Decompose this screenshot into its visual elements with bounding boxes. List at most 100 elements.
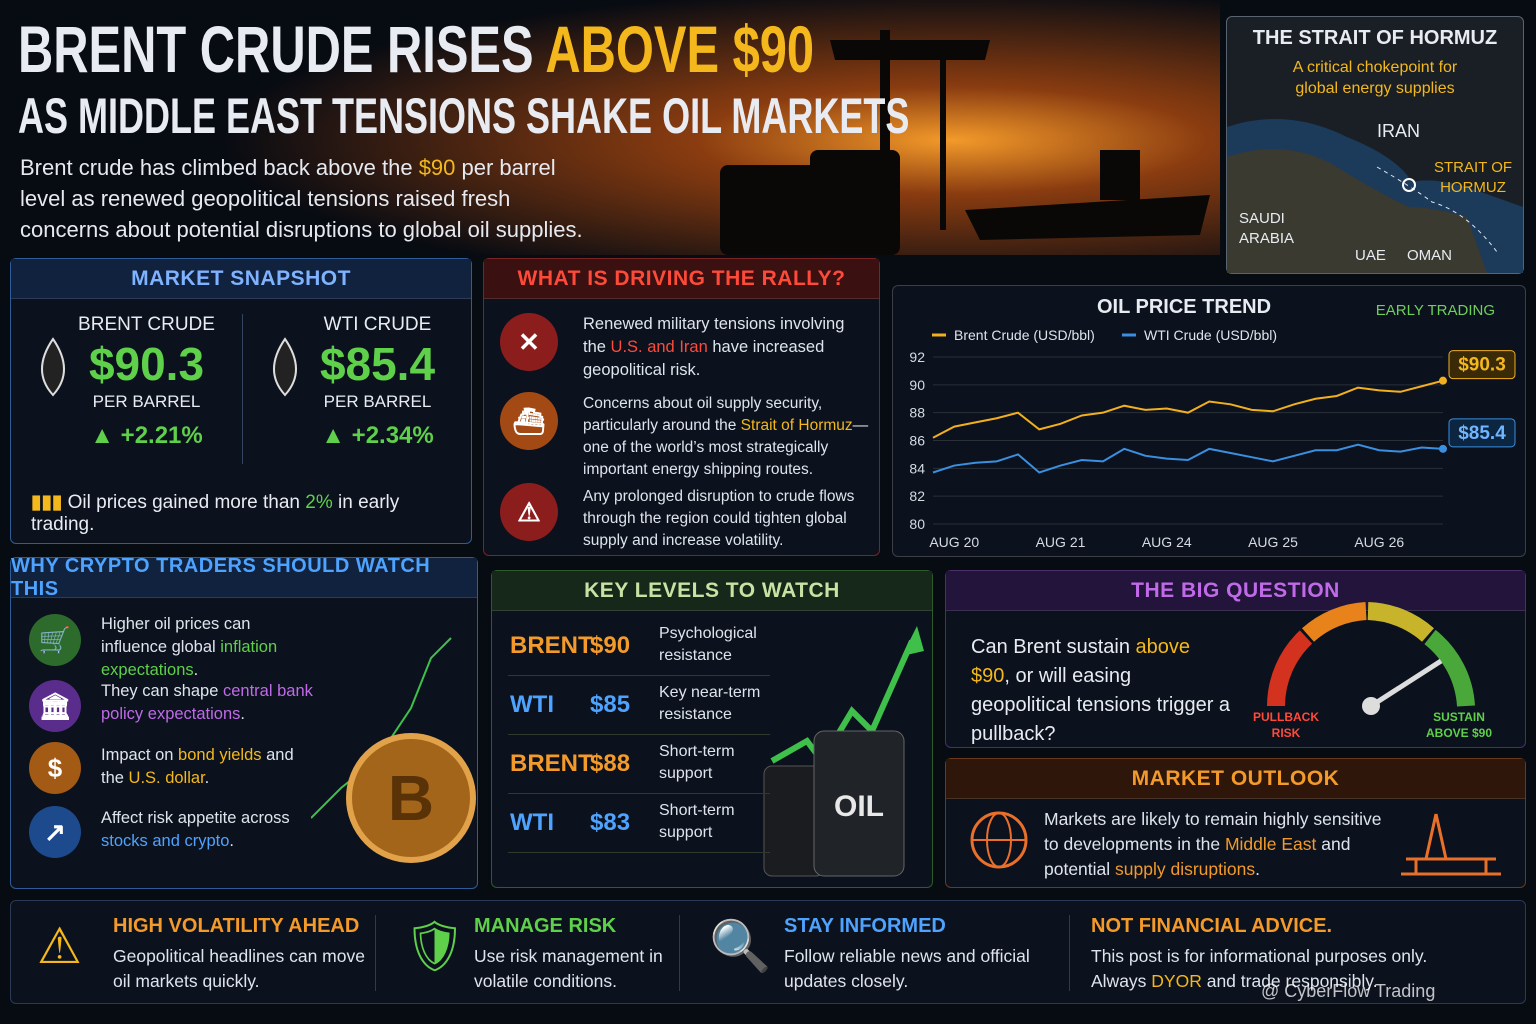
driver-text: Concerns about oil supply security, part…	[583, 393, 873, 481]
text-span: Affect risk appetite across	[101, 809, 290, 827]
span: ▮▮▮	[31, 492, 68, 513]
map-subtitle: A critical chokepoint for global energy …	[1292, 59, 1458, 97]
gauge-label: PULLBACK RISK	[1253, 710, 1319, 740]
level-price: $88	[590, 750, 631, 777]
crypto-text: Higher oil prices can influence global i…	[101, 613, 321, 682]
driver-text: Renewed military tensions involving the …	[583, 313, 863, 382]
divider	[1069, 915, 1070, 991]
icon: 🛡	[403, 918, 467, 974]
text-span: per barrel level as renewed geopolitical…	[20, 155, 583, 242]
row-divider	[508, 675, 770, 676]
x-tick-label: AUG 26	[1354, 534, 1404, 550]
path	[1424, 629, 1475, 707]
icon: ⚠	[500, 483, 558, 541]
snapshot-item: WTI CRUDE $85.4 PER BARREL ▲ +2.34%	[242, 314, 473, 450]
outlook-panel: MARKET OUTLOOK Markets are likely to rem…	[945, 758, 1526, 888]
snapshot-panel: MARKET SNAPSHOT BRENT CRUDE $90.3 PER BA…	[10, 258, 472, 544]
text-span: Any prolonged disruption to crude flows …	[583, 488, 855, 549]
text-span: have increased geopolitical risk.	[583, 338, 825, 379]
globe-icon	[970, 811, 1028, 869]
x-tick-label: AUG 24	[1142, 534, 1192, 550]
text-span: Impact on	[101, 746, 179, 764]
line	[1369, 658, 1443, 709]
divider	[242, 314, 243, 464]
end-label: $85.4	[1458, 423, 1506, 444]
circle	[346, 733, 476, 863]
polygon	[965, 195, 1210, 240]
outlook-text: Markets are likely to remain highly sens…	[1044, 807, 1384, 882]
text-span: U.S. dollar	[128, 769, 205, 787]
driver-text: Any prolonged disruption to crude flows …	[583, 486, 863, 552]
divider	[679, 915, 680, 991]
text-span: .	[240, 705, 246, 723]
text-span: central bank policy expectations	[101, 682, 313, 723]
line	[1424, 813, 1438, 860]
rect	[810, 150, 900, 255]
text-span: BRENT CRUDE	[78, 314, 215, 335]
div: ▲ +2.34%	[321, 422, 434, 449]
annotation: EARLY TRADING	[1376, 302, 1495, 319]
end-point	[1439, 444, 1447, 453]
icon: 🔍	[709, 918, 772, 974]
level-desc: Key near-term resistance	[659, 684, 761, 723]
footer-text: Geopolitical headlines can move oil mark…	[113, 946, 365, 991]
text-span: .	[229, 832, 234, 850]
circle	[1402, 178, 1416, 192]
map-title: THE STRAIT OF HORMUZ	[1252, 27, 1498, 49]
icon: ✕	[500, 313, 558, 371]
text-span: inflation expectations	[101, 638, 278, 679]
panel-title: WHY CRYPTO TRADERS SHOULD WATCH THIS	[11, 555, 477, 600]
y-tick-label: 88	[909, 405, 925, 421]
text-span: +2.34%	[351, 422, 434, 449]
text-span: DYOR	[1151, 971, 1202, 991]
end-label-box	[1448, 350, 1516, 380]
text-span: This post is for informational purposes …	[1091, 946, 1428, 991]
panel-title: MARKET OUTLOOK	[946, 759, 1525, 799]
text-span: +2.21%	[120, 422, 203, 449]
text-span: supply disruptions	[1115, 859, 1256, 879]
x-tick-label: AUG 21	[1036, 534, 1086, 550]
text-span: Higher oil prices can influence global	[101, 615, 251, 656]
path	[1376, 166, 1498, 253]
g	[720, 30, 1210, 255]
y-tick-label: 92	[909, 349, 925, 365]
level-name: BRENT	[510, 750, 593, 777]
path	[1302, 602, 1367, 642]
rect	[813, 730, 905, 877]
panel-title: THE BIG QUESTION	[946, 571, 1525, 611]
path	[41, 337, 65, 397]
snapshot-item: BRENT CRUDE $90.3 PER BARREL ▲ +2.21%	[11, 314, 242, 450]
icon: ⛴	[500, 392, 558, 450]
icon: $	[29, 742, 81, 794]
text-span: .	[1255, 859, 1260, 879]
text-span: U.S. and Iran	[610, 338, 708, 356]
level-name: WTI	[510, 691, 554, 718]
icon: 🏛	[29, 680, 81, 732]
span: BRENT CRUDE RISES ABOVE $90	[18, 14, 814, 84]
path	[1367, 602, 1434, 642]
y-tick-label: 80	[909, 516, 925, 532]
text-span: PER BARREL	[92, 392, 201, 411]
levels-art: OIL	[763, 626, 924, 877]
icon: ⚠	[37, 918, 82, 974]
chart: OIL PRICE TREND EARLY TRADING 80 82 84 86 88 90…	[909, 296, 1516, 550]
legend-label: WTI Crude (USD/bbl)	[1144, 327, 1277, 343]
panel-title: WHAT IS DRIVING THE RALLY?	[484, 259, 879, 299]
drivers-panel: WHAT IS DRIVING THE RALLY? ✕ ⛴ ⚠ Renewed…	[483, 258, 880, 556]
map-label: SAUDI ARABIA	[1239, 210, 1295, 247]
level-price: $83	[590, 809, 631, 836]
level-desc: Short-term support	[659, 802, 735, 841]
crypto-text: They can shape central bank policy expec…	[101, 680, 321, 726]
rect	[1100, 150, 1140, 200]
footer-title: MANAGE RISK	[474, 915, 617, 937]
icon: 🛒	[29, 614, 81, 666]
text: B	[388, 762, 434, 834]
y-tick-label: 82	[909, 488, 925, 504]
levels-panel: KEY LEVELS TO WATCH OIL BRENT $90 Psycholo…	[491, 570, 933, 888]
text-span: bond yields	[178, 746, 262, 764]
path	[273, 337, 297, 397]
path	[1267, 630, 1313, 707]
end-point	[1439, 376, 1447, 385]
watermark: @ CyberFlow Trading	[1261, 981, 1436, 1001]
